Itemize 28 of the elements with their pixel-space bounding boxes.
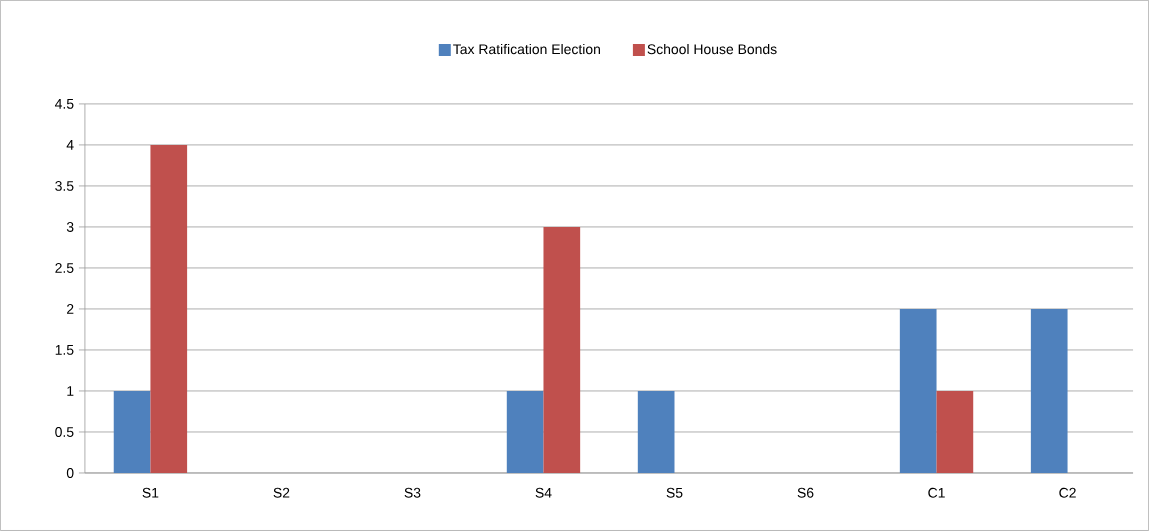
x-tick-label: S4 <box>535 487 552 498</box>
y-tick-label: 3 <box>66 222 74 232</box>
x-tick-label: C2 <box>1059 487 1076 498</box>
y-tick-label: 2.5 <box>55 263 74 273</box>
bar <box>506 391 544 474</box>
y-tick-label: 4.5 <box>54 99 74 109</box>
legend-label: School House Bonds <box>647 43 777 55</box>
y-tick-label: 1 <box>67 386 74 396</box>
bar <box>543 226 581 474</box>
x-tick-label: S1 <box>142 487 159 498</box>
y-tick-label: 4 <box>66 140 74 150</box>
x-tick-label: S5 <box>666 487 683 498</box>
x-tick-label: C1 <box>928 487 945 498</box>
y-tick-label: 0.5 <box>55 427 74 437</box>
y-tick-label: 1.5 <box>55 345 74 355</box>
x-tick-label: S3 <box>404 487 421 498</box>
legend-label: Tax Ratification Election <box>453 43 600 55</box>
x-tick-label: S2 <box>273 487 290 498</box>
y-tick-label: 0 <box>66 468 74 478</box>
y-tick-label: 2 <box>67 304 74 314</box>
bar <box>899 309 937 474</box>
bar <box>1030 309 1068 474</box>
bar <box>936 391 974 474</box>
bar <box>637 391 675 474</box>
bar <box>150 144 188 474</box>
x-tick-label: S6 <box>797 487 814 498</box>
y-tick-label: 3.5 <box>55 181 74 191</box>
bar <box>113 391 151 474</box>
